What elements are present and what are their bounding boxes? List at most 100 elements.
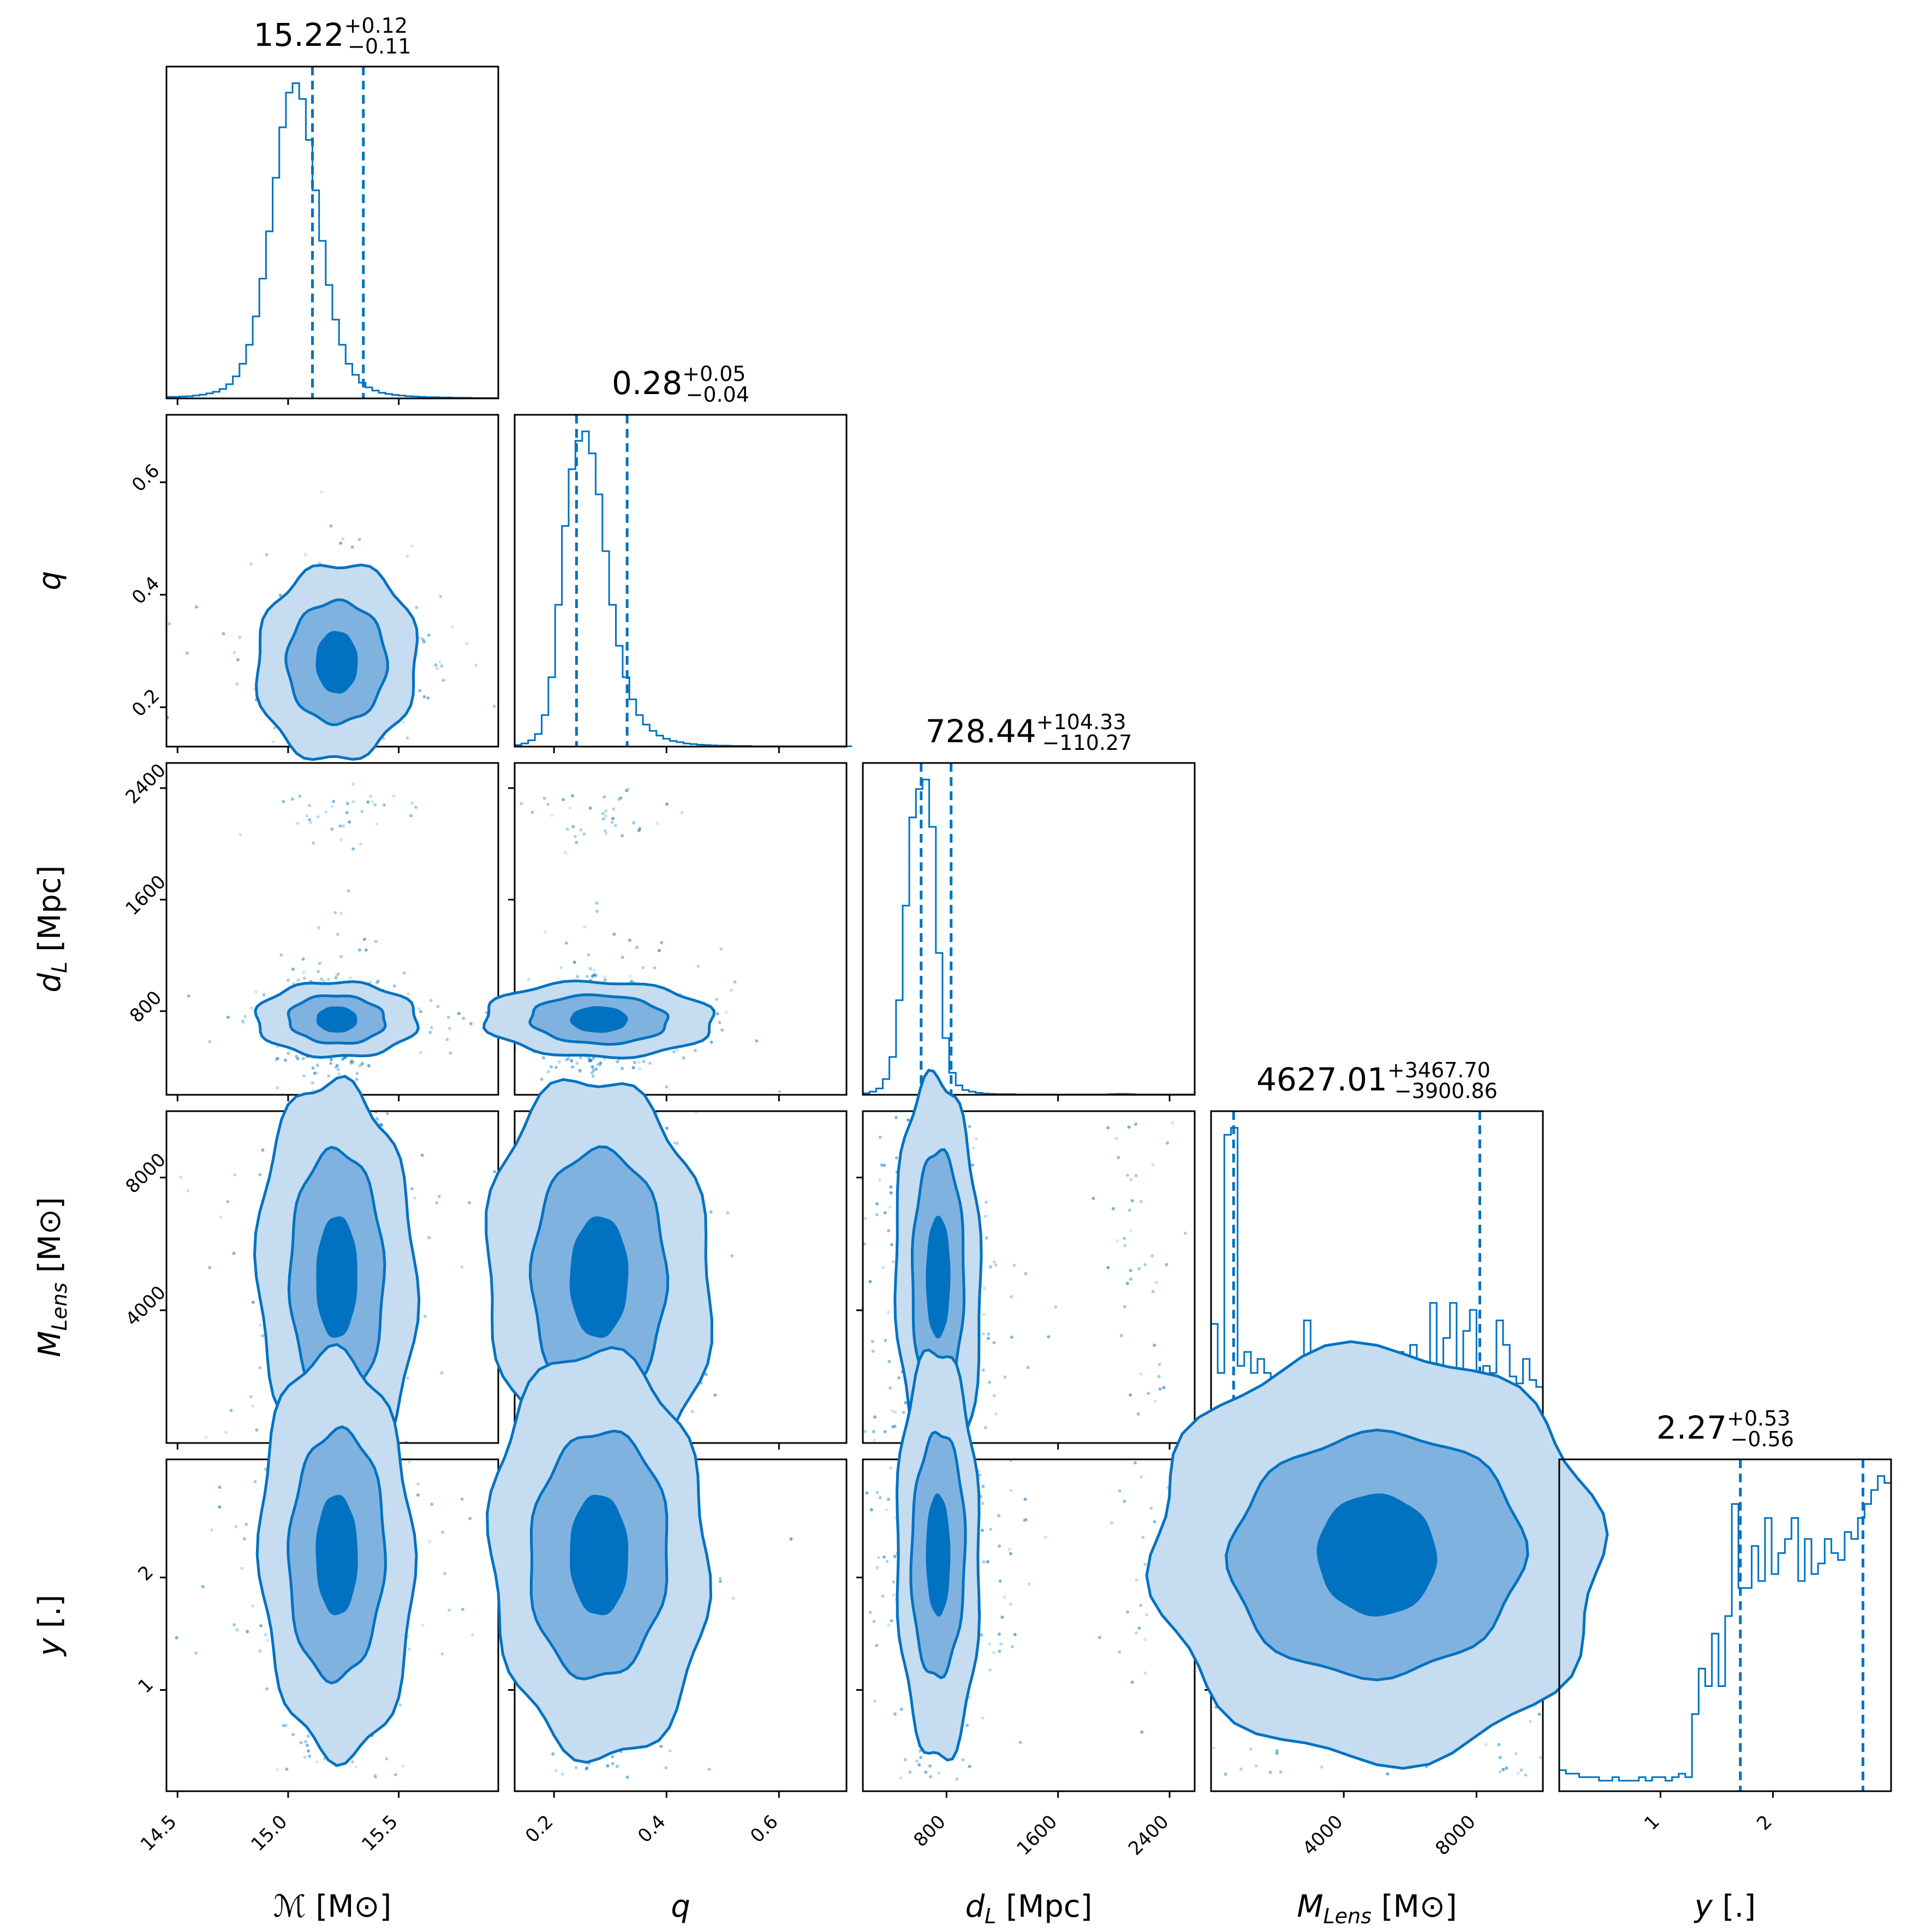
scatter-point — [621, 834, 624, 838]
scatter-point — [332, 800, 336, 803]
scatter-point — [635, 946, 639, 950]
scatter-point — [427, 633, 431, 637]
scatter-point — [884, 1339, 887, 1342]
scatter-point — [402, 971, 406, 975]
scatter-point — [591, 1074, 595, 1078]
scatter-point — [1165, 1263, 1168, 1267]
scatter-point — [336, 972, 340, 976]
scatter-point — [251, 1404, 254, 1408]
scatter-point — [374, 940, 378, 943]
scatter-point — [361, 1061, 365, 1065]
scatter-point — [409, 814, 413, 818]
scatter-point — [1151, 1163, 1155, 1167]
scatter-point — [1136, 1412, 1140, 1416]
xtick-label-Mc: 14.5 — [136, 1811, 181, 1856]
scatter-point — [460, 1497, 464, 1501]
scatter-point — [612, 932, 616, 936]
scatter-point — [983, 1426, 987, 1429]
scatter-point — [429, 999, 433, 1003]
xtick-label-Mc: 15.0 — [247, 1811, 291, 1856]
scatter-point — [295, 1054, 299, 1058]
scatter-point — [445, 1037, 449, 1041]
scatter-point — [1123, 1244, 1127, 1248]
scatter-point — [540, 1077, 544, 1081]
scatter-point — [994, 1412, 998, 1416]
scatter-point — [261, 1148, 265, 1152]
scatter-point — [385, 1757, 389, 1761]
scatter-point — [301, 957, 305, 961]
scatter-point — [428, 1030, 432, 1034]
scatter-point — [592, 973, 596, 977]
scatter-point — [1129, 1393, 1132, 1397]
scatter-point — [1151, 1290, 1155, 1293]
scatter-point — [246, 1630, 249, 1633]
scatter-point — [370, 800, 374, 803]
scatter-point — [338, 824, 342, 828]
scatter-point — [402, 720, 405, 724]
scatter-point — [416, 1482, 420, 1486]
scatter-point — [1143, 1263, 1147, 1267]
scatter-point — [468, 1201, 471, 1204]
scatter-point — [407, 992, 410, 996]
scatter-point — [238, 833, 242, 837]
scatter-point — [443, 1572, 446, 1576]
scatter-point — [863, 1429, 867, 1433]
scatter-point — [249, 1006, 253, 1010]
contour-inner-Mc-ML — [316, 1216, 357, 1338]
scatter-point — [631, 1066, 635, 1070]
scatter-point — [520, 802, 523, 806]
scatter-point — [422, 695, 426, 699]
scatter-point — [373, 803, 377, 807]
scatter-point — [368, 981, 372, 985]
scatter-point — [1010, 1335, 1013, 1339]
scatter-point — [657, 949, 661, 952]
scatter-point — [240, 1566, 244, 1570]
scatter-point — [1117, 1156, 1120, 1159]
scatter-point — [286, 979, 290, 982]
scatter-point — [234, 1525, 238, 1529]
scatter-point — [291, 1733, 295, 1737]
scatter-point — [628, 974, 632, 978]
scatter-point — [492, 705, 496, 708]
scatter-point — [204, 1435, 208, 1439]
scatter-point — [904, 1401, 908, 1405]
scatter-point — [436, 667, 439, 671]
scatter-point — [462, 1016, 466, 1020]
scatter-point — [376, 1119, 380, 1123]
scatter-point — [226, 1200, 230, 1203]
median-ML: 4627.01 — [1256, 1061, 1387, 1098]
scatter-point — [364, 948, 368, 952]
scatter-point — [276, 1768, 279, 1772]
scatter-point — [562, 798, 565, 802]
panel-frame-Mc-Mc — [165, 65, 499, 399]
scatter-point — [349, 1061, 353, 1065]
scatter-point — [603, 975, 606, 979]
scatter-point — [709, 1040, 713, 1044]
scatter-point — [1162, 1386, 1166, 1390]
scatter-point — [249, 1395, 253, 1399]
scatter-point — [1026, 1365, 1030, 1369]
scatter-point — [888, 1206, 892, 1209]
scatter-point — [309, 821, 313, 825]
scatter-point — [870, 1340, 874, 1343]
scatter-point — [375, 1117, 379, 1120]
scatter-point — [359, 842, 362, 846]
scatter-point — [971, 1146, 975, 1150]
scatter-point — [1134, 1174, 1138, 1178]
scatter-point — [603, 1057, 606, 1061]
scatter-point — [571, 825, 575, 828]
scatter-point — [630, 980, 634, 983]
scatter-point — [258, 1173, 262, 1177]
scatter-point — [579, 828, 583, 832]
scatter-point — [592, 968, 596, 972]
scatter-point — [878, 1178, 881, 1182]
scatter-point — [665, 1085, 669, 1089]
scatter-point — [637, 1060, 641, 1064]
scatter-point — [242, 1021, 246, 1025]
scatter-point — [468, 1517, 472, 1520]
scatter-point — [625, 789, 629, 792]
scatter-point — [1024, 1272, 1028, 1275]
scatter-point — [382, 803, 386, 807]
scatter-point — [694, 1048, 697, 1052]
scatter-point — [307, 804, 311, 807]
